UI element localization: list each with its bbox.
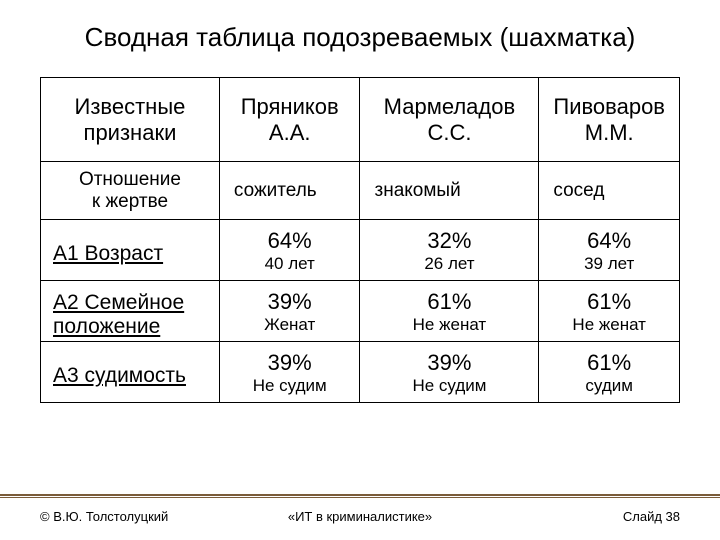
header-suspect-1: Пряников А.А.	[219, 78, 360, 162]
slide: Сводная таблица подозреваемых (шахматка)…	[0, 0, 720, 540]
a2-row-pct: А2 Семейное положение 39% 61% 61%	[41, 281, 680, 316]
a1-label: А1 Возраст	[41, 220, 220, 281]
header-suspect-2: Мармеладов С.С.	[360, 78, 539, 162]
a2-sub-2: Не женат	[360, 315, 539, 342]
footer: © В.Ю. Толстолуцкий «ИТ в криминалистике…	[40, 509, 680, 524]
a2-label: А2 Семейное положение	[41, 281, 220, 342]
header-suspect-3: Пивоваров М.М.	[539, 78, 680, 162]
a3-row-pct: А3 судимость 39% 39% 61%	[41, 342, 680, 377]
footer-author: © В.Ю. Толстолуцкий	[40, 509, 168, 524]
suspects-table: Известные признаки Пряников А.А. Мармела…	[40, 77, 680, 403]
a1-sub-2: 26 лет	[360, 254, 539, 281]
a3-label: А3 судимость	[41, 342, 220, 403]
a2-pct-3: 61%	[539, 281, 680, 316]
a1-pct-3: 64%	[539, 220, 680, 255]
relation-label: Отношение к жертве	[41, 162, 220, 220]
relation-row: Отношение к жертве сожитель знакомый сос…	[41, 162, 680, 220]
slide-title: Сводная таблица подозреваемых (шахматка)	[40, 22, 680, 53]
a1-sub-1: 40 лет	[219, 254, 360, 281]
header-attributes: Известные признаки	[41, 78, 220, 162]
a3-pct-1: 39%	[219, 342, 360, 377]
relation-label-l2: к жертве	[92, 191, 168, 212]
a2-pct-2: 61%	[360, 281, 539, 316]
a3-pct-2: 39%	[360, 342, 539, 377]
a2-label-l2: положение	[53, 315, 160, 338]
relation-c2: знакомый	[360, 162, 539, 220]
a3-sub-3: судим	[539, 376, 680, 403]
footer-slide-number: Слайд 38	[623, 509, 680, 524]
relation-c3: сосед	[539, 162, 680, 220]
divider	[0, 494, 720, 498]
a2-sub-1: Женат	[219, 315, 360, 342]
a1-pct-1: 64%	[219, 220, 360, 255]
a3-pct-3: 61%	[539, 342, 680, 377]
header-row: Известные признаки Пряников А.А. Мармела…	[41, 78, 680, 162]
a3-sub-2: Не судим	[360, 376, 539, 403]
a1-sub-3: 39 лет	[539, 254, 680, 281]
a2-sub-3: Не женат	[539, 315, 680, 342]
relation-label-l1: Отношение	[79, 169, 181, 190]
a1-row-pct: А1 Возраст 64% 32% 64%	[41, 220, 680, 255]
a2-pct-1: 39%	[219, 281, 360, 316]
relation-c1: сожитель	[219, 162, 360, 220]
a3-sub-1: Не судим	[219, 376, 360, 403]
a1-pct-2: 32%	[360, 220, 539, 255]
a2-label-l1: А2 Семейное	[53, 291, 184, 314]
